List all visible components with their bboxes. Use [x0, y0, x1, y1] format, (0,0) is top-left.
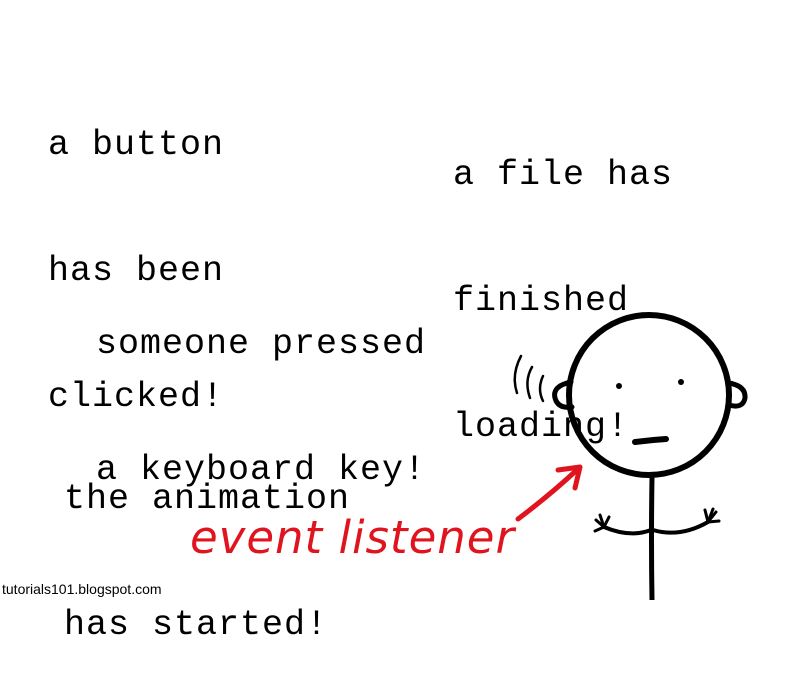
head	[566, 312, 732, 478]
arrow-icon	[515, 464, 583, 522]
event-line: finished	[453, 281, 630, 321]
event-line: clicked!	[48, 377, 225, 417]
sound-waves-icon	[513, 354, 545, 403]
event-file-loaded: a file has finished loading!	[453, 70, 673, 490]
event-line: the animation	[64, 479, 351, 519]
event-line: someone pressed	[96, 324, 427, 364]
right-eye	[678, 379, 684, 385]
event-key-pressed: someone pressed a keyboard key!	[96, 239, 426, 533]
stick-figure-icon	[552, 312, 748, 600]
event-button-clicked: a button has been clicked!	[48, 40, 224, 460]
right-ear	[726, 380, 748, 409]
body	[649, 474, 655, 600]
event-line: has been	[48, 251, 225, 291]
event-line: a button	[48, 125, 225, 165]
illustration	[513, 312, 748, 600]
mouth	[632, 436, 669, 445]
credit-text: tutorials101.blogspot.com	[2, 581, 162, 597]
left-eye	[616, 383, 622, 389]
left-ear	[552, 379, 575, 410]
event-line: a keyboard key!	[96, 450, 427, 490]
event-line: has started!	[64, 605, 329, 645]
event-line: a file has	[453, 155, 674, 195]
event-line: loading!	[453, 407, 630, 447]
event-listener-label: event listener	[190, 511, 515, 564]
left-arm	[602, 525, 653, 536]
right-arm	[651, 520, 710, 535]
